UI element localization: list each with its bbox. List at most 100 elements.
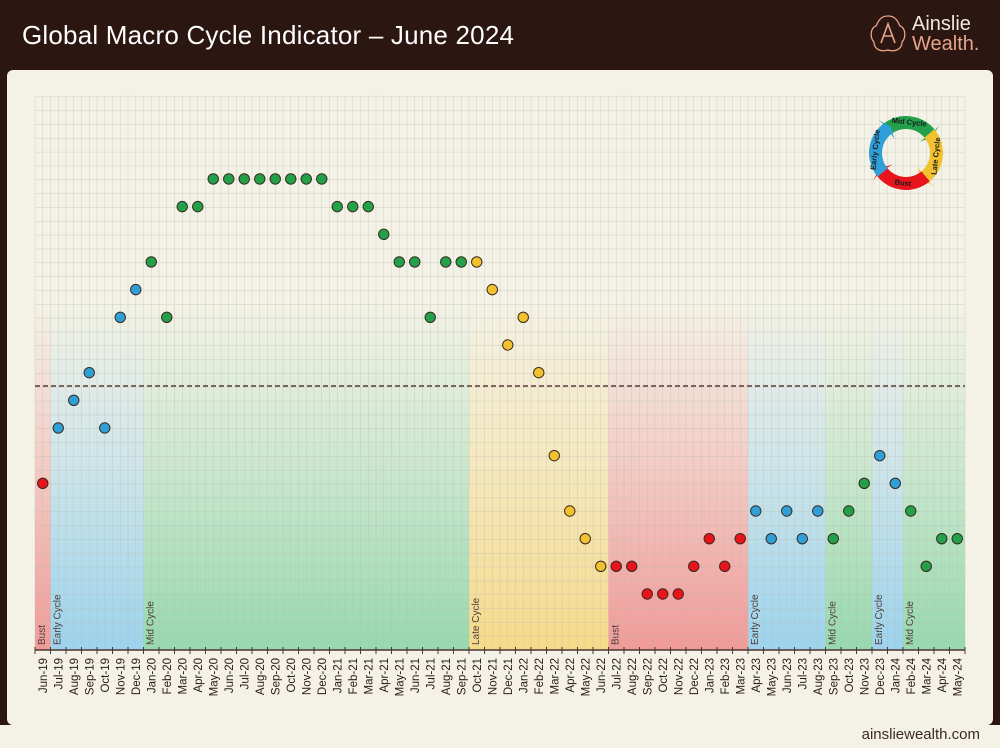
footer: ainsliewealth.com bbox=[0, 725, 1000, 748]
website-link[interactable]: ainsliewealth.com bbox=[861, 726, 980, 743]
data-point-Jul-21 bbox=[424, 311, 436, 323]
data-point-Nov-22 bbox=[672, 588, 684, 600]
data-point-Jan-24 bbox=[889, 477, 901, 490]
x-tick-label: Dec-20 bbox=[317, 658, 329, 695]
x-tick-label: Jan-21 bbox=[332, 658, 344, 693]
x-tick-label: Jun-19 bbox=[38, 658, 50, 693]
data-point-Aug-19 bbox=[68, 394, 80, 407]
cycle-wheel-label: Mid Cycle bbox=[891, 116, 927, 129]
x-tick-label: Jul-23 bbox=[797, 658, 809, 689]
data-point-Nov-20 bbox=[300, 173, 312, 185]
x-tick-label: Jul-19 bbox=[53, 658, 65, 689]
data-points bbox=[37, 173, 963, 600]
cycle-wheel-label: Early Cycle bbox=[869, 129, 882, 170]
x-tick-label: Nov-20 bbox=[301, 658, 313, 695]
data-point-May-22 bbox=[579, 532, 591, 545]
x-tick-label: May-22 bbox=[580, 658, 592, 696]
data-point-Feb-22 bbox=[533, 366, 545, 379]
x-tick-label: Apr-23 bbox=[751, 658, 763, 693]
x-tick-label: Sep-19 bbox=[84, 658, 96, 695]
data-point-Nov-21 bbox=[486, 283, 498, 296]
data-point-Dec-21 bbox=[502, 339, 514, 351]
x-tick-label: Apr-24 bbox=[937, 657, 949, 692]
x-tick-label: Apr-21 bbox=[379, 658, 391, 693]
x-tick-label: Oct-21 bbox=[472, 658, 484, 693]
data-point-Aug-20 bbox=[254, 173, 266, 185]
data-point-Aug-21 bbox=[440, 256, 452, 268]
data-point-Jul-22 bbox=[610, 560, 622, 573]
cycle-wheel-label: Bust bbox=[894, 177, 912, 188]
x-tick-label: Jan-23 bbox=[704, 658, 716, 693]
data-point-Feb-24 bbox=[905, 505, 917, 517]
cycle-wheel-label: Late Cycle bbox=[929, 137, 942, 175]
x-tick-label: Jun-22 bbox=[596, 658, 608, 693]
logo-line2: Wealth. bbox=[912, 33, 980, 55]
data-point-Apr-23 bbox=[750, 505, 762, 517]
ainslie-wealth-logo[interactable]: Ainslie Wealth. bbox=[868, 12, 988, 60]
x-tick-label: Aug-21 bbox=[441, 658, 453, 695]
x-tick-label: Mar-24 bbox=[921, 657, 933, 694]
data-point-May-20 bbox=[207, 173, 219, 185]
data-point-Jan-22 bbox=[517, 311, 529, 323]
x-tick-label: Jan-20 bbox=[146, 658, 158, 693]
data-point-Jun-22 bbox=[595, 560, 607, 573]
data-point-Apr-21 bbox=[378, 228, 390, 240]
x-tick-label: Jul-21 bbox=[425, 658, 437, 689]
x-tick-label: Dec-22 bbox=[689, 658, 701, 695]
data-point-Oct-22 bbox=[657, 588, 669, 600]
x-tick-label: Apr-20 bbox=[193, 658, 205, 693]
x-tick-label: May-23 bbox=[766, 658, 778, 696]
data-point-Jun-20 bbox=[223, 173, 235, 185]
page-title: Global Macro Cycle Indicator – June 2024 bbox=[22, 20, 515, 50]
x-tick-label: Feb-23 bbox=[720, 658, 732, 694]
x-tick-label: May-20 bbox=[208, 658, 220, 696]
x-tick-label: Jan-22 bbox=[518, 658, 530, 693]
x-tick-label: Jul-20 bbox=[239, 658, 251, 689]
data-point-May-24 bbox=[951, 532, 963, 545]
data-point-Jun-23 bbox=[781, 505, 793, 517]
data-point-Aug-23 bbox=[812, 505, 824, 517]
x-tick-label: Jan-24 bbox=[890, 657, 902, 693]
data-point-Feb-20 bbox=[161, 311, 173, 323]
x-tick-label: Jun-20 bbox=[224, 658, 236, 693]
x-tick-label: Mar-20 bbox=[177, 658, 189, 694]
x-tick-label: Jul-22 bbox=[611, 658, 623, 689]
x-tick-label: Nov-19 bbox=[115, 658, 127, 695]
data-point-Nov-23 bbox=[858, 477, 870, 490]
x-tick-label: Nov-21 bbox=[487, 658, 499, 695]
x-tick-label: Aug-23 bbox=[813, 658, 825, 695]
x-tick-label: Oct-20 bbox=[286, 658, 298, 693]
data-point-Mar-23 bbox=[734, 532, 746, 545]
data-point-Sep-21 bbox=[455, 256, 467, 268]
x-tick-label: Dec-19 bbox=[131, 658, 143, 695]
data-point-May-23 bbox=[765, 532, 777, 545]
data-point-Jul-20 bbox=[238, 173, 250, 185]
x-tick-label: Apr-22 bbox=[565, 658, 577, 693]
data-point-Mar-24 bbox=[920, 560, 932, 573]
data-point-Sep-19 bbox=[83, 366, 95, 379]
data-point-Aug-22 bbox=[626, 560, 638, 573]
x-tick-label: Dec-23 bbox=[875, 658, 887, 695]
x-tick-label: May-24 bbox=[952, 657, 964, 696]
x-tick-label: Nov-22 bbox=[673, 658, 685, 695]
data-point-Dec-19 bbox=[130, 283, 142, 296]
cycle-arrow bbox=[869, 120, 895, 177]
cycle-arrow bbox=[873, 164, 930, 190]
cycle-arrow bbox=[882, 116, 939, 142]
x-tick-label: Dec-21 bbox=[503, 658, 515, 695]
x-tick-label: Mar-23 bbox=[735, 658, 747, 694]
x-tick-label: Feb-21 bbox=[348, 658, 360, 694]
x-tick-label: Feb-22 bbox=[534, 658, 546, 694]
data-point-Apr-22 bbox=[564, 505, 576, 517]
data-point-Oct-21 bbox=[471, 256, 483, 268]
x-tick-label: Feb-20 bbox=[162, 658, 174, 694]
data-point-Dec-22 bbox=[688, 560, 700, 573]
x-tick-label: Aug-19 bbox=[69, 658, 81, 695]
logo-a-icon bbox=[870, 15, 906, 52]
data-point-Nov-19 bbox=[114, 311, 126, 323]
data-point-Jun-19 bbox=[37, 477, 49, 490]
x-tick-label: Jun-21 bbox=[410, 658, 422, 693]
x-tick-label: Feb-24 bbox=[906, 657, 918, 694]
data-point-Sep-20 bbox=[269, 173, 281, 185]
